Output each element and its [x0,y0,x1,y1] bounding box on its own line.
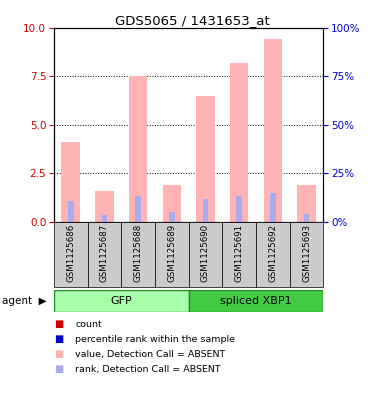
Bar [102,215,107,222]
Bar [189,222,223,287]
Text: GSM1125688: GSM1125688 [134,224,142,282]
Text: GSM1125686: GSM1125686 [66,224,75,282]
Text: GSM1125689: GSM1125689 [167,224,176,282]
Text: spliced XBP1: spliced XBP1 [220,296,292,306]
Bar [136,196,141,222]
Bar [129,76,147,222]
Bar [169,212,174,222]
Text: GSM1125692: GSM1125692 [268,224,277,282]
Text: ■: ■ [54,349,63,359]
Bar [270,193,276,222]
Text: ■: ■ [54,334,63,344]
Text: ■: ■ [54,319,63,329]
Text: GSM1125687: GSM1125687 [100,224,109,282]
Text: GDS5065 / 1431653_at: GDS5065 / 1431653_at [115,14,270,27]
Bar [236,196,242,222]
Text: GFP: GFP [110,296,132,306]
Bar [297,185,316,222]
Text: GSM1125693: GSM1125693 [302,224,311,282]
Bar [62,142,80,222]
Bar [304,214,309,222]
Text: GSM1125690: GSM1125690 [201,224,210,282]
Bar [54,222,88,287]
Text: count: count [75,320,102,329]
Text: agent  ▶: agent ▶ [2,296,47,306]
Bar [155,222,189,287]
Bar [189,290,323,312]
Text: ■: ■ [54,364,63,374]
Bar [68,201,74,222]
Bar [121,222,155,287]
Text: GSM1125691: GSM1125691 [235,224,244,282]
Text: rank, Detection Call = ABSENT: rank, Detection Call = ABSENT [75,365,221,373]
Text: percentile rank within the sample: percentile rank within the sample [75,335,235,343]
Text: value, Detection Call = ABSENT: value, Detection Call = ABSENT [75,350,225,358]
Bar [54,290,189,312]
Bar [230,62,248,222]
Bar [290,222,323,287]
Bar [162,185,181,222]
Bar [88,222,121,287]
Bar [256,222,290,287]
Bar [203,199,208,222]
Bar [223,222,256,287]
Bar [95,191,114,222]
Bar [264,39,282,222]
Bar [196,95,215,222]
